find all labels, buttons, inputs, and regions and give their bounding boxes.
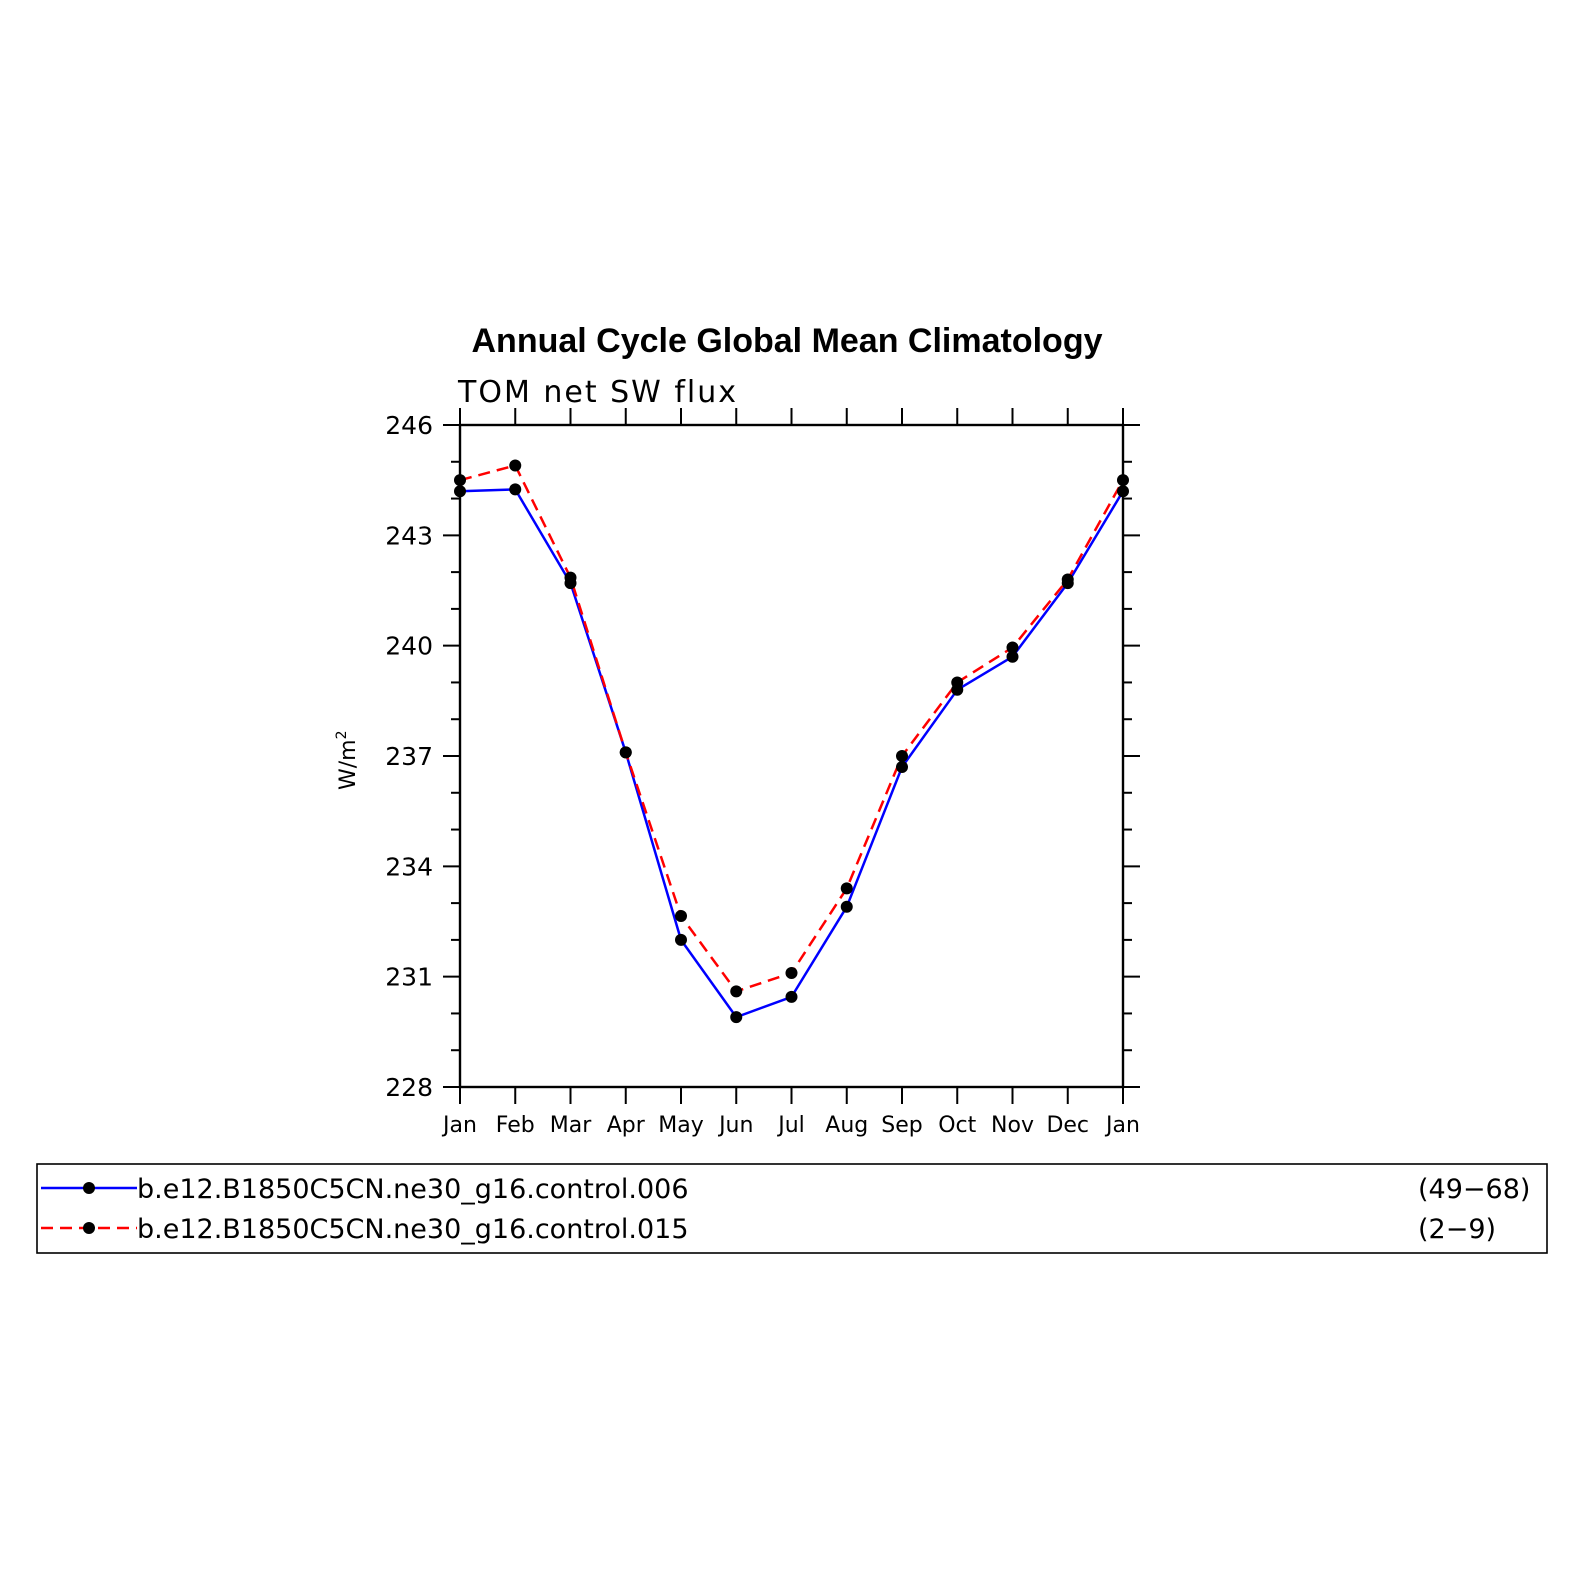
data-point-series-2: [675, 909, 687, 922]
x-tick-label: Jun: [717, 1113, 753, 1138]
y-tick-label: 237: [385, 742, 433, 771]
data-point-series-1: [1006, 650, 1019, 663]
x-tick-labels: Jan Feb Mar Apr May Jun Jul Aug Sep Oct Nov Dec Jan: [441, 1113, 1140, 1138]
legend-marker-2: [83, 1222, 95, 1234]
data-point-series-2: [785, 966, 798, 979]
x-tick-label: May: [658, 1113, 703, 1138]
legend: b.e12.B1850C5CN.ne30_g16.control.006 (49−…: [36, 1163, 1548, 1254]
data-point-series-1: [785, 990, 798, 1003]
data-point-series-2: [1061, 573, 1074, 586]
y-axis-label: W/m2: [334, 730, 361, 790]
x-tick-label: Oct: [938, 1113, 976, 1138]
data-point-series-1: [896, 761, 908, 774]
legend-series-years: (49−68): [1418, 1174, 1530, 1205]
y-tick-label: 246: [385, 411, 433, 440]
x-tick-label: Jul: [776, 1113, 805, 1138]
series-lines: [454, 459, 1129, 1024]
legend-series-name: b.e12.B1850C5CN.ne30_g16.control.015: [137, 1214, 689, 1245]
x-tick-label: Aug: [825, 1113, 868, 1138]
data-point-series-2: [840, 882, 853, 895]
plot-frame: [458, 423, 1125, 1089]
data-point-series-2: [1006, 641, 1019, 654]
x-tick-label: Jan: [1104, 1113, 1140, 1138]
y-tick-label: 234: [385, 852, 433, 881]
chart-subtitle: TOM net SW flux: [457, 375, 738, 410]
legend-box: [36, 1163, 1548, 1254]
x-tick-label: Sep: [881, 1113, 922, 1138]
data-point-series-2: [896, 750, 908, 762]
data-point-series-1: [509, 483, 522, 496]
x-tick-label: Mar: [550, 1113, 592, 1138]
x-tick-label: Nov: [991, 1113, 1034, 1138]
x-tick-label: Dec: [1046, 1113, 1089, 1138]
data-point-series-2: [1117, 474, 1129, 487]
x-tick-label: Apr: [607, 1113, 646, 1138]
data-point-series-2: [619, 746, 632, 759]
legend-series-years: (2−9): [1418, 1214, 1496, 1245]
data-point-series-1: [1117, 485, 1129, 498]
plot-axes: [443, 408, 1140, 1104]
legend-marker-1: [83, 1182, 95, 1194]
data-point-series-2: [730, 985, 743, 998]
series-line-2: [459, 464, 1125, 993]
y-tick-label: 243: [385, 521, 433, 550]
y-tick-label: 228: [385, 1073, 433, 1102]
data-point-series-2: [564, 571, 577, 584]
data-point-series-2: [509, 459, 522, 472]
y-tick-label: 231: [385, 963, 433, 992]
data-point-series-1: [675, 933, 687, 946]
data-point-series-1: [730, 1011, 743, 1024]
y-tick-label: 240: [385, 632, 433, 661]
x-tick-label: Jan: [441, 1113, 477, 1138]
data-point-series-1: [454, 485, 466, 498]
series-line-1: [459, 488, 1125, 1019]
data-point-series-1: [840, 900, 853, 913]
legend-series-name: b.e12.B1850C5CN.ne30_g16.control.006: [137, 1174, 689, 1205]
data-point-series-2: [454, 474, 466, 487]
data-point-series-2: [951, 676, 964, 689]
chart-title: Annual Cycle Global Mean Climatology: [472, 322, 1103, 360]
y-tick-labels: 228 231 234 237 240 243 246: [385, 411, 433, 1102]
x-tick-label: Feb: [496, 1113, 535, 1138]
